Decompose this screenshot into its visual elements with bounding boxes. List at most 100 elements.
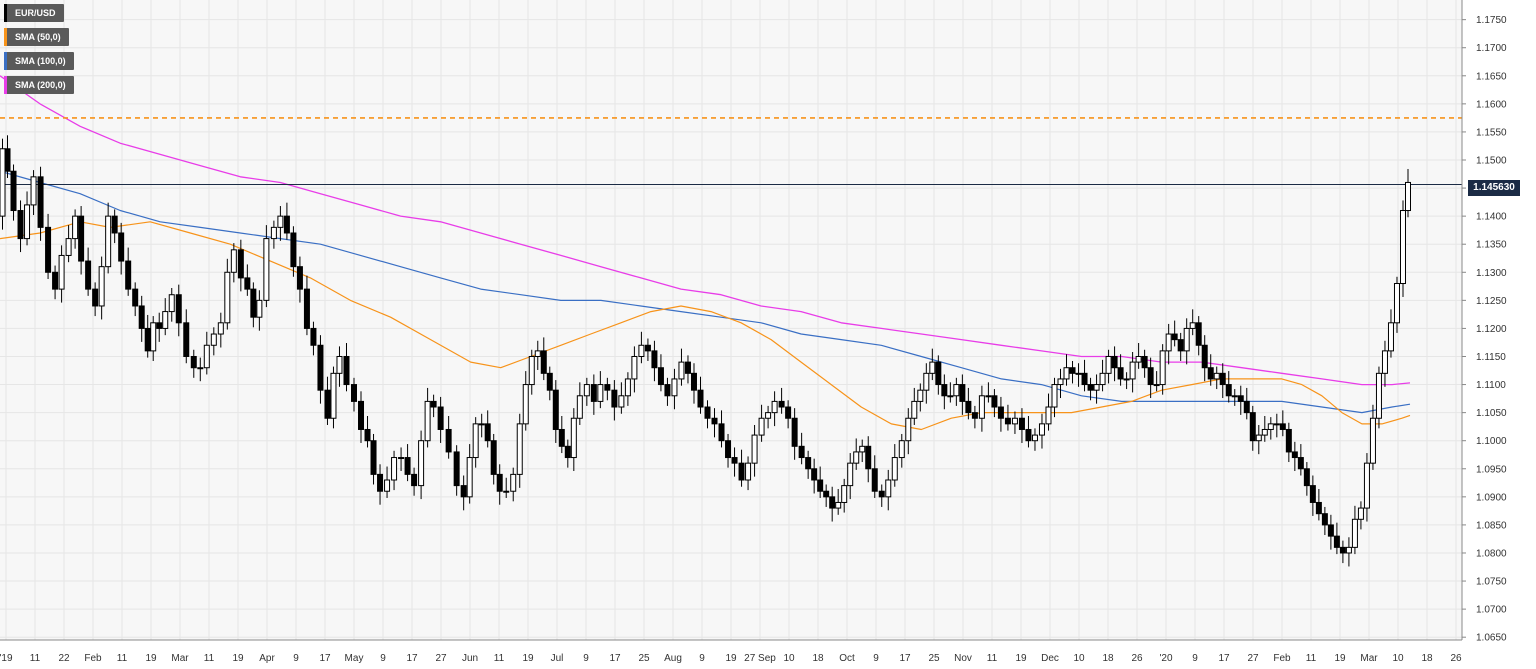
- candle-down: [132, 288, 139, 307]
- x-tick-label: 17: [1218, 653, 1230, 664]
- candle-up: [330, 372, 337, 419]
- candle-up: [1099, 372, 1106, 386]
- x-tick-label: 17: [899, 653, 911, 664]
- x-tick-label: 9: [583, 653, 589, 664]
- candle-down: [1087, 384, 1094, 391]
- candle-up: [1045, 406, 1052, 425]
- candle-up: [1369, 417, 1376, 464]
- candle-down: [991, 395, 998, 408]
- candle-up: [162, 311, 169, 329]
- y-tick-label: 1.0650: [1476, 633, 1507, 644]
- x-tick-label: 19: [145, 653, 157, 664]
- candle-down: [546, 372, 553, 391]
- candle-down: [190, 355, 197, 369]
- candle-down: [17, 210, 24, 240]
- y-tick-label: 1.1350: [1476, 240, 1507, 251]
- candle-up: [678, 361, 685, 380]
- x-tick-label: 11: [117, 653, 128, 664]
- candle-up: [1057, 378, 1064, 386]
- candle-down: [997, 406, 1004, 419]
- x-tick-label: 11: [204, 653, 215, 664]
- legend-swatch-eurusd: [4, 4, 7, 22]
- candle-down: [731, 457, 738, 464]
- y-tick-label: 1.1700: [1476, 43, 1507, 54]
- candle-up: [1357, 507, 1364, 520]
- candle-up: [624, 378, 631, 397]
- candle-down: [250, 288, 257, 318]
- candle-down: [404, 457, 411, 475]
- candle-up: [58, 254, 65, 290]
- candle-down: [370, 440, 377, 475]
- candle-down: [1291, 451, 1298, 459]
- candle-down: [791, 417, 798, 447]
- axis-layer: 1.0650 1.0700 1.0750 1.0800 1.0850 1.0900 1.09…: [0, 0, 1507, 664]
- y-tick-label: 1.1200: [1476, 324, 1507, 335]
- candle-up: [898, 440, 905, 459]
- y-tick-label: 1.1550: [1476, 127, 1507, 138]
- candle-down: [118, 232, 125, 262]
- y-tick-label: 1.0700: [1476, 605, 1507, 616]
- legend-item-eurusd[interactable]: EUR/USD: [4, 4, 64, 22]
- candle-up: [597, 384, 604, 402]
- y-tick-label: 1.1300: [1476, 268, 1507, 279]
- legend-item-sma50[interactable]: SMA (50,0): [4, 28, 69, 46]
- legend-label-sma200: SMA (200,0): [15, 80, 66, 90]
- candle-up: [1129, 361, 1136, 380]
- candle-up: [197, 367, 204, 370]
- candle-down: [138, 305, 145, 329]
- candle-down: [437, 406, 444, 430]
- candle-up: [570, 417, 577, 459]
- x-tick-label: Dec: [1041, 653, 1059, 664]
- candle-down: [283, 215, 290, 234]
- candle-up: [270, 226, 277, 240]
- candle-up: [985, 395, 992, 398]
- candle-down: [738, 462, 745, 481]
- y-tick-label: 1.0900: [1476, 492, 1507, 503]
- y-tick-label: 1.1400: [1476, 212, 1507, 223]
- legend-label-sma100: SMA (100,0): [15, 56, 66, 66]
- x-tick-label: 11: [1306, 653, 1317, 664]
- candle-up: [168, 294, 175, 313]
- candle-up: [1231, 395, 1238, 398]
- y-tick-label: 1.0800: [1476, 548, 1507, 559]
- candle-down: [564, 445, 571, 459]
- candle-up: [398, 457, 405, 460]
- candle-up: [1031, 434, 1038, 442]
- candle-up: [1375, 372, 1382, 419]
- candle-up: [745, 462, 752, 481]
- x-tick-label: 19: [522, 653, 534, 664]
- x-tick-label: Feb: [1273, 653, 1291, 664]
- x-tick-label: 25: [638, 653, 650, 664]
- candle-up: [466, 457, 473, 498]
- candle-down: [1327, 524, 1334, 537]
- candle-down: [1111, 355, 1118, 369]
- legend-item-sma100[interactable]: SMA (100,0): [4, 52, 74, 70]
- candle-up: [859, 445, 866, 453]
- x-tick-label: Jul: [551, 653, 564, 664]
- y-tick-label: 1.1050: [1476, 408, 1507, 419]
- candle-down: [1315, 501, 1322, 515]
- candle-down: [684, 361, 691, 374]
- legend-item-sma200[interactable]: SMA (200,0): [4, 76, 74, 94]
- candle-down: [1321, 513, 1328, 526]
- candle-up: [576, 395, 583, 419]
- candle-up: [224, 271, 231, 324]
- candle-down: [1171, 333, 1178, 341]
- candle-down: [1004, 417, 1011, 425]
- candle-down: [290, 232, 297, 268]
- candle-down: [1117, 367, 1124, 380]
- candle-up: [1075, 372, 1082, 375]
- candle-down: [664, 384, 671, 397]
- candle-up: [277, 215, 284, 228]
- candle-up: [1011, 417, 1018, 425]
- candle-up: [1189, 322, 1196, 329]
- x-tick-label: 10: [1392, 653, 1404, 664]
- candle-down: [878, 490, 885, 498]
- candle-up: [72, 215, 79, 240]
- x-tick-label: Nov: [954, 653, 972, 664]
- candle-up: [1051, 384, 1058, 408]
- candle-down: [1285, 428, 1292, 453]
- x-tick-label: 17: [406, 653, 418, 664]
- candle-up: [911, 400, 918, 419]
- candle-down: [1207, 367, 1214, 380]
